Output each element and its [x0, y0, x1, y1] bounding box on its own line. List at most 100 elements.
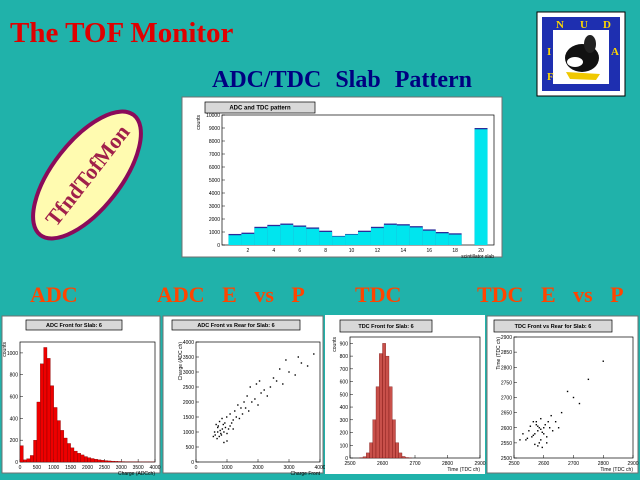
x-tick-label: 2500 [508, 461, 519, 467]
scatter-point [257, 404, 259, 406]
logo-letter: A [611, 46, 619, 58]
x-tick-label: 1500 [65, 465, 76, 471]
y-tick-label: 600 [340, 380, 349, 386]
chart-title: TDC Front vs Rear for Slab: 6 [515, 324, 592, 330]
histogram-bar [388, 386, 393, 459]
x-tick-label: 2900 [474, 461, 485, 467]
y-tick-label: 2750 [501, 380, 512, 386]
bar [241, 233, 255, 245]
scatter-point [232, 419, 234, 421]
chart: ADC Front vs Rear for Slab: 6 Charge Fron… [162, 315, 326, 477]
chart-title-box [204, 101, 316, 114]
scatter-point [288, 371, 290, 373]
scatter-point [541, 431, 543, 433]
scatter-point [214, 434, 216, 436]
logo-letter: D [603, 19, 611, 31]
x-axis-label: Time (TDC ch) [600, 467, 633, 473]
bar [254, 228, 268, 245]
bar [293, 226, 307, 245]
chart: TDC Front for Slab: 6 Time (TDC ch) counts… [325, 315, 486, 474]
scatter-point [225, 416, 228, 418]
histogram-bar [382, 343, 386, 459]
chart: ADC Front for Slab: 6 Charge (ADCch) count… [1, 315, 161, 477]
slide-title: The TOF Monitor [10, 17, 234, 49]
chart-title: ADC Front for Slab: 6 [46, 323, 102, 329]
x-tick-label: 14 [401, 248, 407, 254]
y-tick-label: 400 [10, 416, 19, 422]
y-tick-label: 8000 [209, 139, 220, 145]
scatter-point [578, 402, 581, 405]
histogram-bar [97, 459, 102, 463]
scatter-point [529, 425, 532, 427]
scatter-point [221, 428, 224, 430]
scatter-point [534, 433, 536, 435]
y-tick-label: 2650 [501, 411, 512, 417]
y-tick-label: 10000 [206, 113, 220, 119]
y-tick-label: 2500 [183, 385, 194, 391]
scatter-point [313, 353, 315, 355]
y-tick-label: 100 [340, 443, 349, 449]
chart-title-box [339, 319, 433, 333]
bar [228, 235, 242, 245]
y-tick-label: 7000 [209, 152, 220, 158]
histogram-bar [67, 443, 71, 463]
badge-ellipse [31, 109, 143, 241]
histogram-bar [100, 460, 105, 463]
scatter-point [294, 374, 296, 376]
scatter-point [519, 439, 521, 441]
histogram-bar [107, 460, 112, 463]
x-tick-label: 16 [426, 248, 432, 254]
y-tick-label: 300 [340, 418, 349, 424]
y-tick-label: 2000 [183, 400, 194, 406]
logo-letter: F [547, 71, 554, 83]
y-tick-label: 2900 [501, 335, 512, 341]
scatter-point [528, 430, 530, 432]
scatter-point [538, 442, 540, 444]
scatter-point [246, 395, 248, 397]
histogram-bar [29, 455, 34, 463]
histogram-bar [398, 452, 403, 459]
section-label: ADC [30, 282, 78, 307]
scatter-point [526, 437, 529, 440]
histogram-bar [379, 353, 383, 459]
scatter-point [254, 398, 256, 400]
y-tick-label: 1000 [183, 430, 194, 436]
scatter-point [222, 423, 224, 426]
scatter-point [217, 431, 219, 433]
scatter-point [269, 386, 272, 388]
scatter-point [244, 407, 247, 409]
histogram-bar [73, 450, 78, 463]
scatter-point [243, 401, 245, 403]
y-tick-label: 2600 [501, 426, 512, 432]
scatter-point [258, 380, 261, 382]
scatter-point [235, 416, 237, 418]
y-tick-label: 400 [340, 405, 349, 411]
x-tick-label: 500 [33, 465, 42, 471]
logo-base [566, 72, 600, 80]
bar [435, 233, 449, 245]
histogram-bar [401, 456, 406, 459]
bar [448, 234, 462, 245]
y-tick-label: 0 [217, 243, 220, 249]
scatter-point [532, 421, 535, 423]
scatter-point [557, 427, 560, 429]
scatter-point [220, 432, 222, 435]
y-tick-label: 9000 [209, 126, 220, 132]
bar [409, 227, 423, 245]
histogram-bar [372, 419, 377, 459]
chart-title-box [171, 319, 301, 331]
scatter-point [551, 430, 554, 432]
scatter-point [522, 433, 524, 435]
y-tick-label: 2850 [501, 350, 512, 356]
x-tick-label: 2800 [442, 461, 453, 467]
bar [422, 230, 436, 245]
y-tick-label: 700 [340, 367, 349, 373]
scatter-point [572, 396, 575, 399]
bar [267, 226, 281, 245]
histogram-bar [375, 386, 380, 459]
x-tick-label: 12 [375, 248, 381, 254]
chart: ADC and TDC pattern scintillator slab coun… [181, 96, 503, 260]
y-tick-label: 1000 [7, 351, 18, 357]
histogram-bar [80, 454, 85, 463]
x-tick-label: 8 [324, 248, 327, 254]
